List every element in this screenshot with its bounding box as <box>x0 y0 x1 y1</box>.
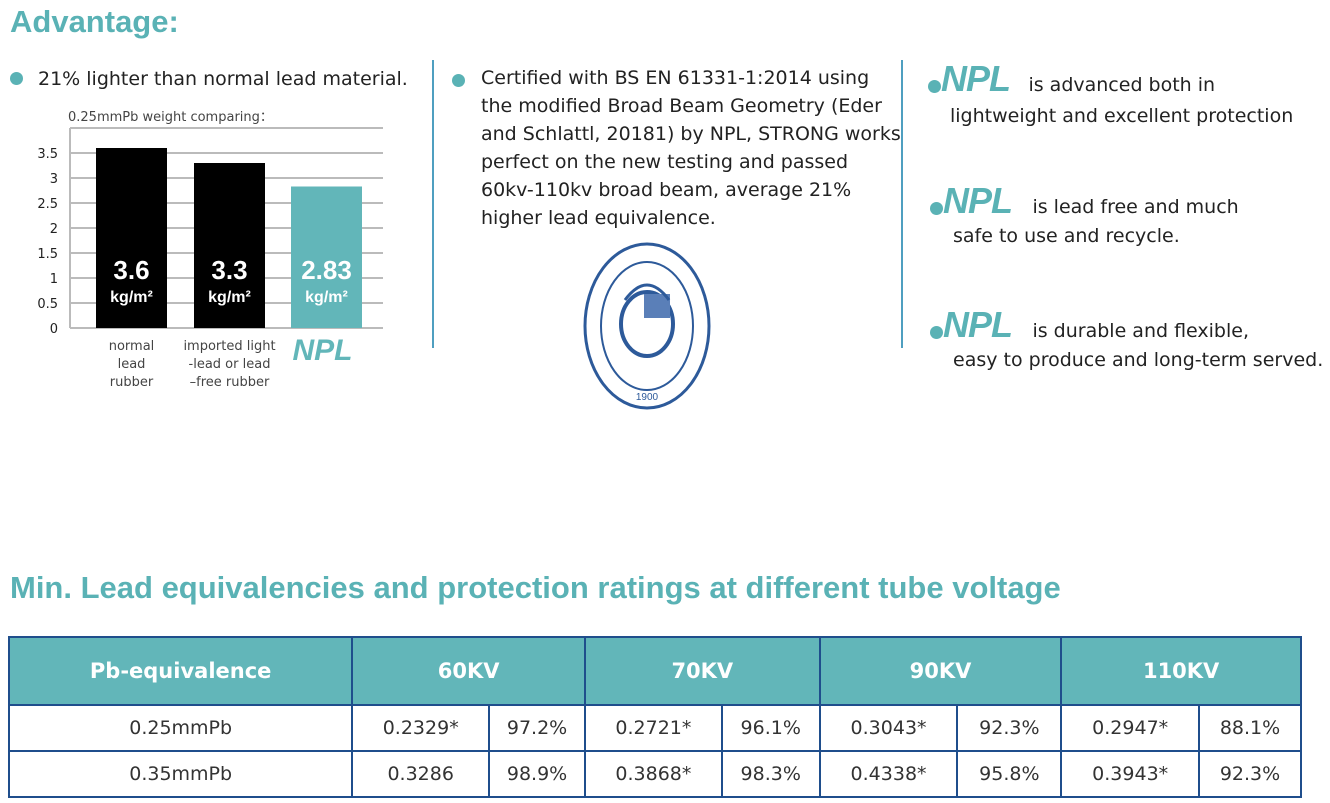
table-cell: 95.8% <box>956 750 1063 798</box>
x-tick-label: -lead or lead <box>189 357 271 372</box>
x-tick-label-npl-logo: NPL <box>293 334 353 367</box>
npl-logo: NPL <box>943 304 1013 345</box>
table-cell: 0.3943* <box>1060 750 1201 798</box>
header-cell: 60KV <box>351 636 586 706</box>
lighter-text: 21% lighter than normal lead material. <box>38 68 408 90</box>
table-header-row: Pb-equivalence 60KV 70KV 90KV 110KV <box>7 636 1302 706</box>
bar-unit-label: kg/m² <box>208 289 251 306</box>
table-cell: 98.9% <box>488 750 586 798</box>
lead-equivalency-table: Pb-equivalence 60KV 70KV 90KV 110KV 0.25… <box>7 636 1302 798</box>
bar <box>194 163 265 328</box>
y-tick-label: 2.5 <box>37 197 58 212</box>
feature-text: is lead free and much <box>1032 196 1239 218</box>
table-cell: 0.3868* <box>583 750 723 798</box>
bullet-icon <box>930 202 943 216</box>
table-cell: 96.1% <box>720 704 821 752</box>
divider <box>901 60 903 348</box>
table-cell: 97.2% <box>488 704 586 752</box>
y-tick-label: 1 <box>50 272 58 287</box>
table-cell: 0.3043* <box>818 704 959 752</box>
bar-value-label: 2.83 <box>301 255 352 285</box>
table-cell: 0.3286 <box>351 750 491 798</box>
bullet-icon <box>452 74 465 87</box>
text-line: perfect on the new testing and passed <box>481 151 849 173</box>
weight-chart: 0 0.5 1 1.5 2 2.5 3 3.5 3.6 kg/m² normal lead rubber… <box>37 127 383 390</box>
bar <box>96 148 167 328</box>
certified-text: Certified with BS EN 61331-1:2014 using … <box>481 64 901 232</box>
x-tick-label: rubber <box>110 375 154 390</box>
x-tick-label: lead <box>118 357 146 372</box>
table-cell: 0.4338* <box>818 750 959 798</box>
table-cell: 92.3% <box>1198 750 1302 798</box>
table-cell: 92.3% <box>956 704 1063 752</box>
text-line: the modified Broad Beam Geometry (Eder <box>481 95 882 117</box>
table-row: 0.25mmPb 0.2329* 97.2% 0.2721* 96.1% 0.3043* 9… <box>7 704 1302 752</box>
header-cell: 90KV <box>818 636 1063 706</box>
bar-value-label: 3.3 <box>211 255 247 285</box>
table-row: 0.35mmPb 0.3286 98.9% 0.3868* 98.3% 0.4338* 95… <box>7 750 1302 798</box>
feature-text: safe to use and recycle. <box>953 225 1180 247</box>
bar-unit-label: kg/m² <box>305 289 348 306</box>
chart-title: 0.25mmPb weight comparing： <box>68 110 273 125</box>
table-cell: 98.3% <box>720 750 821 798</box>
bar-value-label: 3.6 <box>113 255 149 285</box>
divider <box>432 60 434 348</box>
svg-text:1900: 1900 <box>636 392 659 403</box>
header-cell: 70KV <box>583 636 821 706</box>
x-tick-label: –free rubber <box>190 375 270 390</box>
table-cell: 0.2329* <box>351 704 491 752</box>
bullet-icon <box>928 80 941 94</box>
text-line: Certified with BS EN 61331-1:2014 using <box>481 67 870 89</box>
table-title: Min. Lead equivalencies and protection r… <box>10 570 1061 605</box>
table-cell: 0.25mmPb <box>7 704 354 752</box>
table-cell: 0.35mmPb <box>7 750 354 798</box>
feature-item: NPL is lead free and much safe to use an… <box>930 180 1239 250</box>
feature-text: is durable and flexible, <box>1032 320 1249 342</box>
x-tick-label: normal <box>109 339 155 354</box>
page-title: Advantage: <box>10 4 179 39</box>
table-cell: 0.2947* <box>1060 704 1201 752</box>
header-cell: Pb-equivalence <box>7 636 354 706</box>
x-tick-label: imported light <box>183 339 275 354</box>
feature-item: NPL is durable and flexible, easy to pro… <box>930 304 1323 374</box>
bar-unit-label: kg/m² <box>110 289 153 306</box>
text-line: 60kv-110kv broad beam, average 21% <box>481 179 852 201</box>
y-tick-label: 3 <box>50 172 58 187</box>
npl-logo: NPL <box>941 58 1011 99</box>
y-tick-label: 2 <box>50 222 58 237</box>
feature-item: NPL is advanced both in lightweight and … <box>928 58 1293 130</box>
y-tick-label: 3.5 <box>37 147 58 162</box>
bullet-icon <box>10 72 23 85</box>
y-tick-label: 0 <box>50 322 58 337</box>
header-cell: 110KV <box>1060 636 1302 706</box>
feature-text: easy to produce and long-term served. <box>953 349 1324 371</box>
bullet-icon <box>930 326 943 340</box>
feature-text: is advanced both in <box>1028 74 1216 96</box>
npl-seal-logo: 1900 <box>583 242 711 410</box>
y-tick-label: 0.5 <box>37 297 58 312</box>
table-cell: 0.2721* <box>583 704 723 752</box>
bar <box>291 186 362 328</box>
feature-text: lightweight and excellent protection <box>950 105 1294 127</box>
text-line: and Schlattl, 20181) by NPL, STRONG work… <box>481 123 901 145</box>
y-tick-label: 1.5 <box>37 247 58 262</box>
table-cell: 88.1% <box>1198 704 1302 752</box>
text-line: higher lead equivalence. <box>481 207 716 229</box>
npl-logo: NPL <box>943 180 1013 221</box>
